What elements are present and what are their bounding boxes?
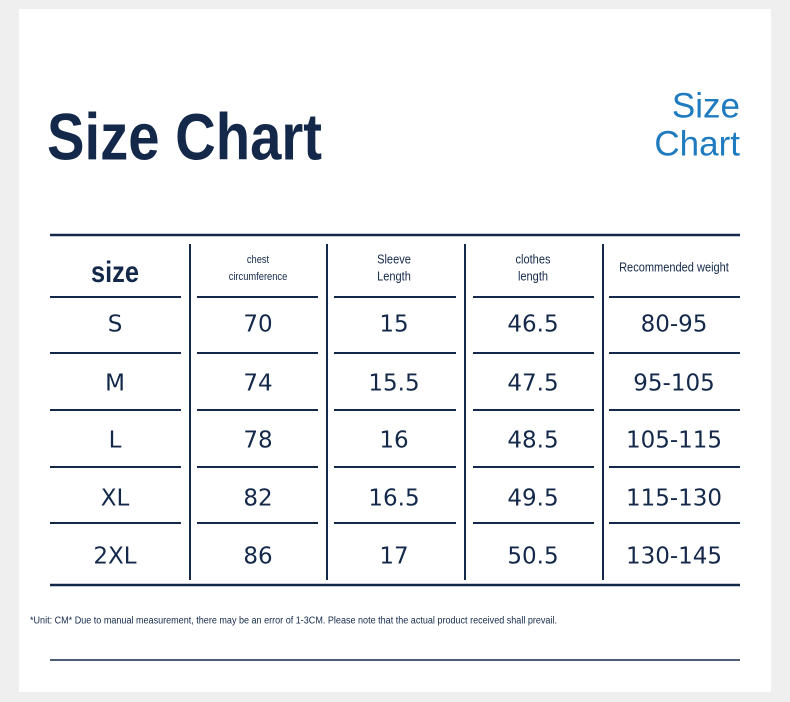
cell: 105-115 [626,428,722,454]
logo-line: Size [672,86,740,125]
cell: S [108,312,123,338]
cell: 15 [379,312,408,338]
column-header: chest [247,254,269,266]
cell: 86 [243,544,272,570]
cell: 80-95 [641,312,708,338]
cell: L [109,428,122,454]
note: *Unit: CM* Due to manual measurement, th… [30,616,557,627]
cell: 49.5 [507,486,558,512]
column-header: Recommended weight [619,260,729,275]
column-header: circumference [229,271,288,283]
column-header: size [91,256,139,289]
cell: 74 [243,371,272,397]
title: Size Chart [47,99,322,173]
cell: 46.5 [507,312,558,338]
cell: 47.5 [507,371,558,397]
logo-line: Chart [654,124,740,163]
cell: 78 [243,428,272,454]
cell: 130-145 [626,544,722,570]
cell: 50.5 [507,544,558,570]
cell: 82 [243,486,272,512]
column-header: Sleeve [377,252,411,267]
cell: 2XL [93,544,136,570]
cell: 95-105 [633,371,714,397]
cell: 48.5 [507,428,558,454]
column-header: Length [377,269,411,284]
cell: 17 [379,544,408,570]
cell: 16.5 [368,486,419,512]
cell: 16 [379,428,408,454]
cell: M [105,371,125,397]
cell: 15.5 [368,371,419,397]
cell: 70 [243,312,272,338]
cell: XL [101,486,130,512]
column-header: clothes [516,252,551,267]
card [19,9,771,692]
cell: 115-130 [626,486,722,512]
column-header: length [518,269,548,284]
